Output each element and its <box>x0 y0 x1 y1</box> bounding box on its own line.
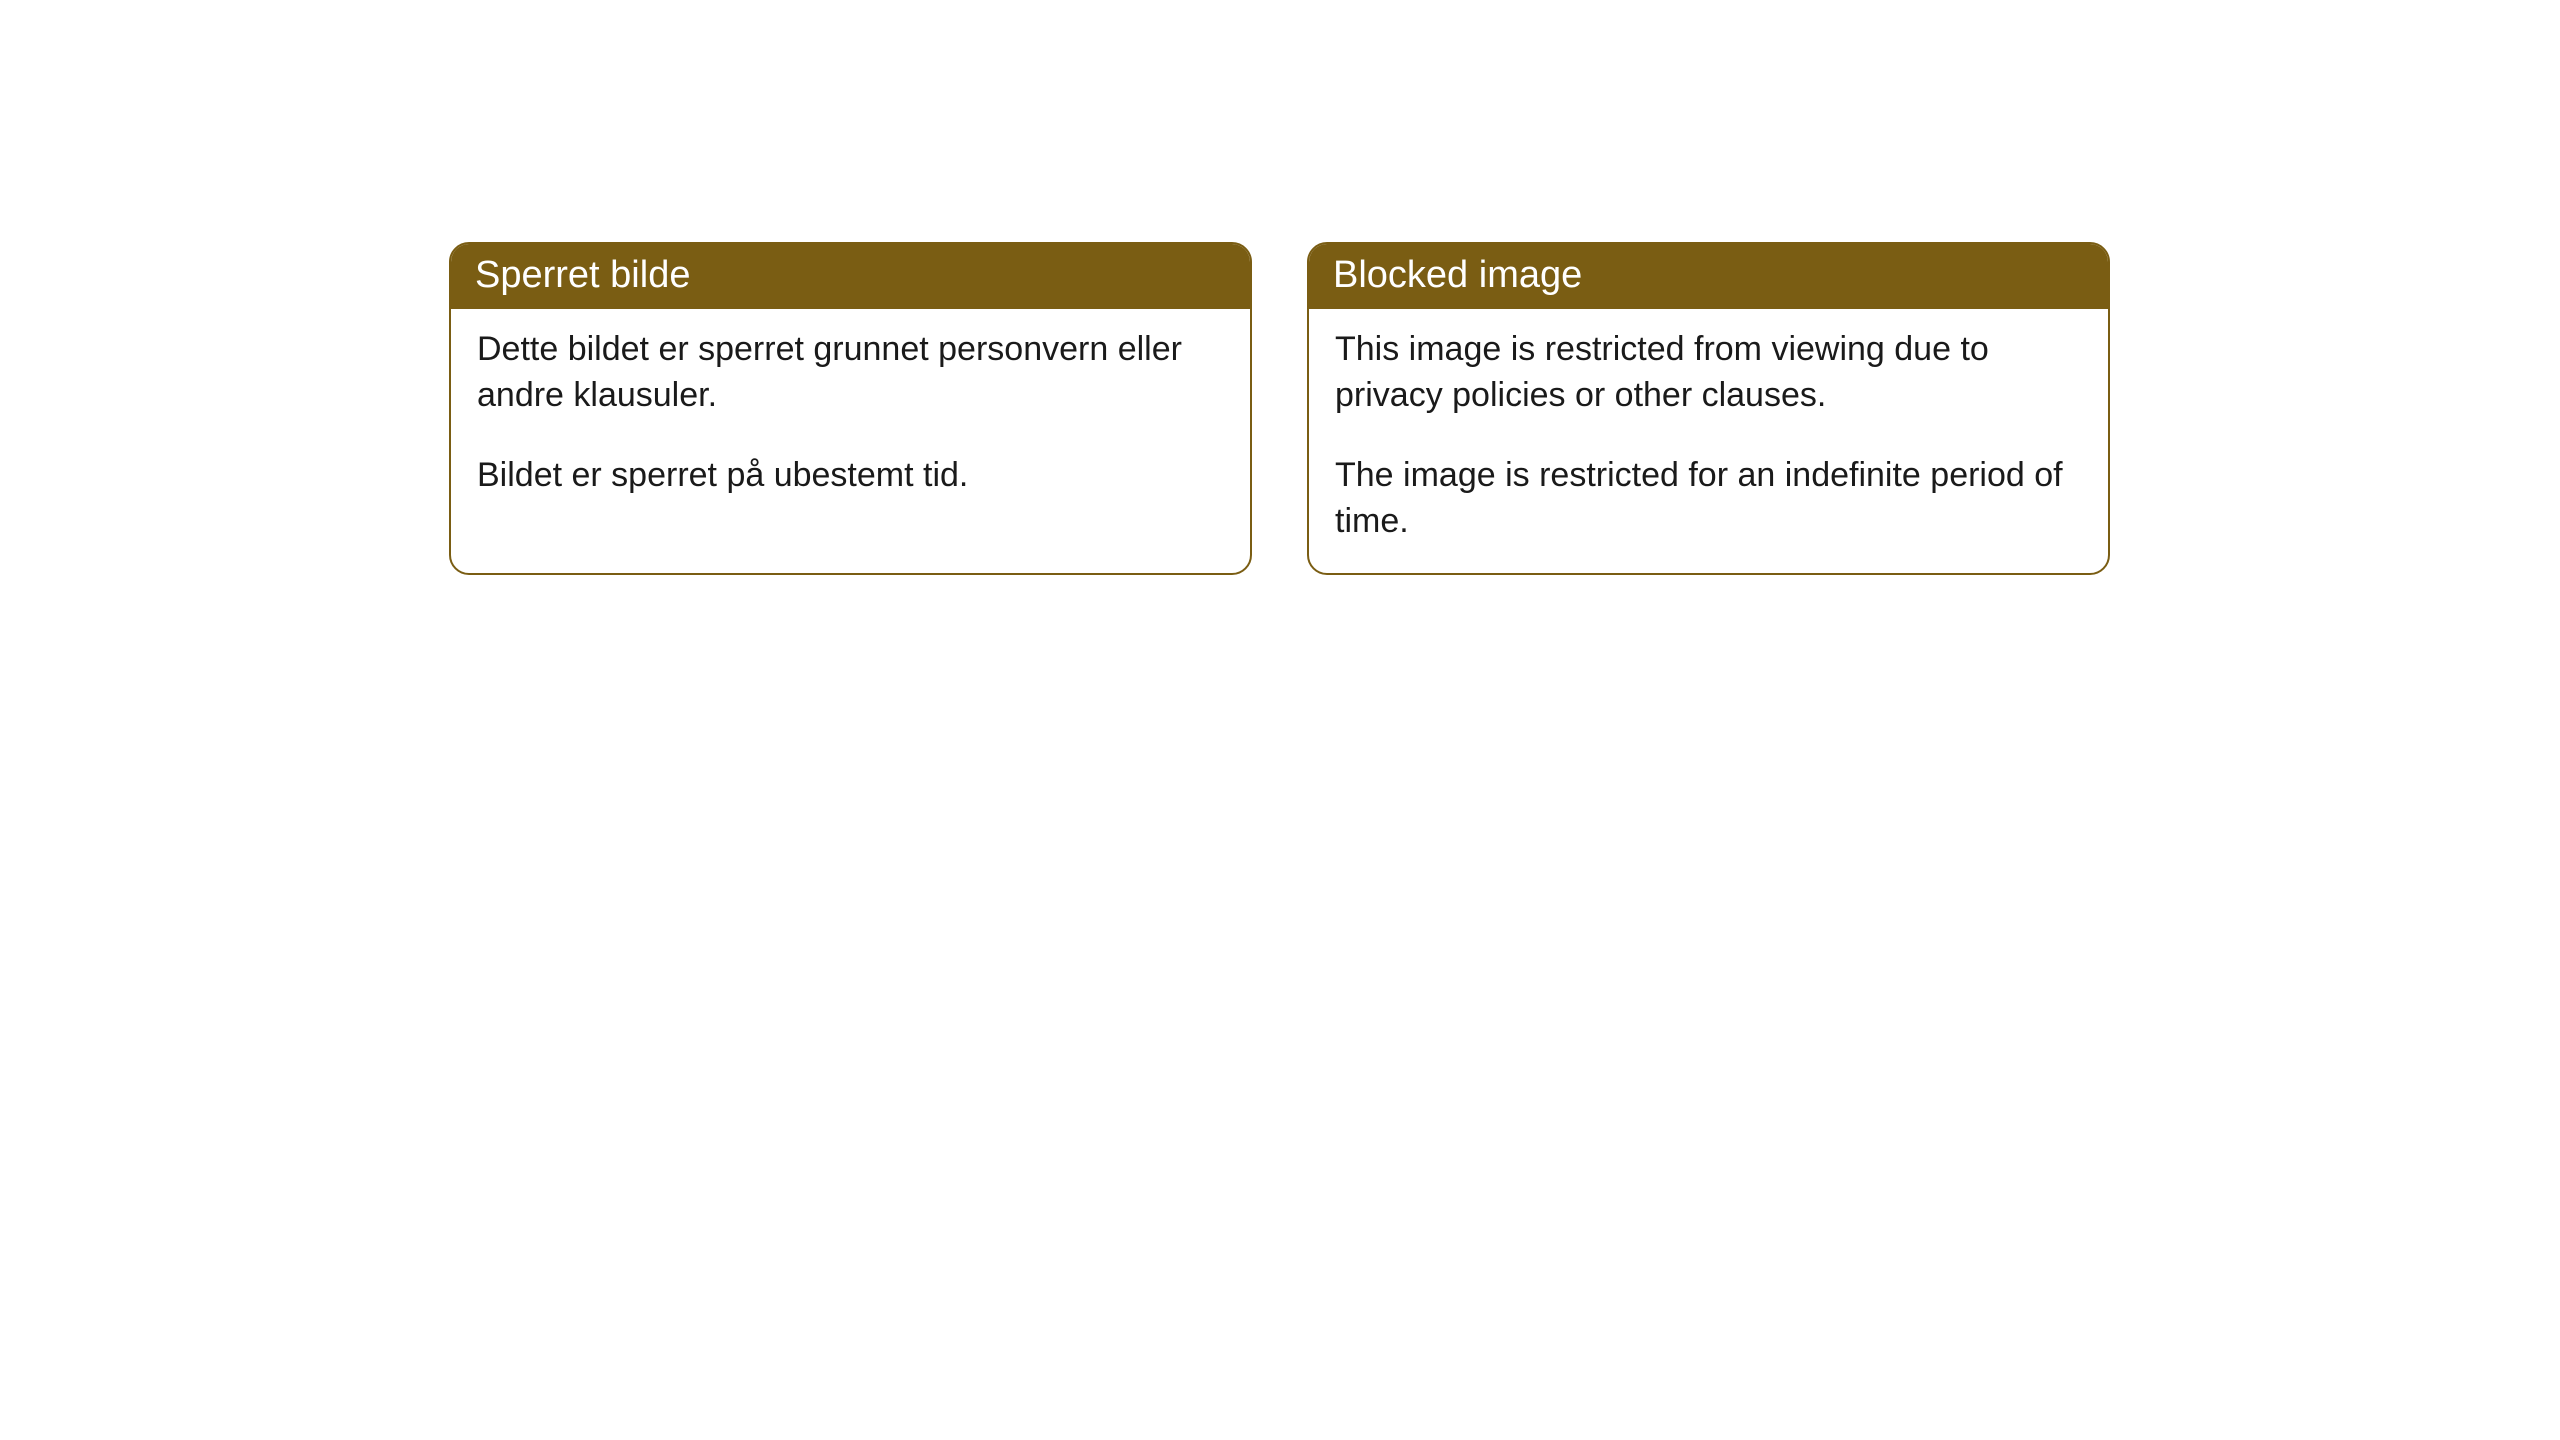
card-paragraph-2-norwegian: Bildet er sperret på ubestemt tid. <box>477 453 1224 499</box>
card-body-english: This image is restricted from viewing du… <box>1309 309 2108 573</box>
card-body-norwegian: Dette bildet er sperret grunnet personve… <box>451 309 1250 527</box>
card-header-english: Blocked image <box>1309 244 2108 309</box>
card-paragraph-1-english: This image is restricted from viewing du… <box>1335 327 2082 419</box>
info-cards-container: Sperret bilde Dette bildet er sperret gr… <box>449 242 2110 575</box>
blocked-image-card-norwegian: Sperret bilde Dette bildet er sperret gr… <box>449 242 1252 575</box>
card-paragraph-1-norwegian: Dette bildet er sperret grunnet personve… <box>477 327 1224 419</box>
card-header-norwegian: Sperret bilde <box>451 244 1250 309</box>
blocked-image-card-english: Blocked image This image is restricted f… <box>1307 242 2110 575</box>
card-paragraph-2-english: The image is restricted for an indefinit… <box>1335 453 2082 545</box>
